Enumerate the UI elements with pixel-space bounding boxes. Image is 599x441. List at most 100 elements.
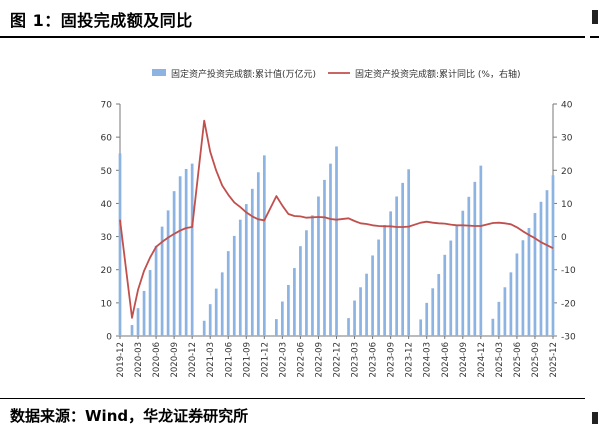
figure-title: 图 1：固投完成额及同比 [10,11,193,30]
left-tick-label: 20 [101,266,113,276]
bar [323,179,326,336]
legend-line-label: 固定资产投资完成额:累计同比 (%，右轴) [355,68,520,80]
bar [545,190,549,336]
right-tick-label: 40 [561,101,573,111]
title-rule [0,36,585,38]
yoy-line [119,119,554,319]
right-axis-ticks: -30 -20 -10 0 10 20 30 40 [553,101,576,343]
bar [317,196,320,336]
x-tick-label: 2024-03 [423,342,433,378]
bar [347,318,350,336]
bar [449,240,453,336]
left-tick-label: 0 [106,333,112,343]
bar [202,320,206,336]
data-source: 数据来源：Wind，华龙证券研究所 [10,407,249,425]
source-rule [0,398,585,399]
legend-bar-swatch [152,69,166,76]
bar [311,215,314,336]
bar [467,196,471,336]
bar [353,300,356,336]
x-tick-label: 2025-09 [531,342,541,378]
bar [509,272,513,336]
x-tick-label: 2021-03 [206,342,216,378]
bar [142,290,146,336]
x-tick-label: 2020-03 [134,342,144,378]
left-tick-label: 30 [101,233,113,243]
x-tick-label: 2022-03 [278,342,288,378]
x-tick-label: 2023-09 [387,342,397,378]
bar [118,153,122,336]
left-tick-label: 50 [101,167,113,177]
x-tick-label: 2023-03 [351,342,361,378]
x-axis-ticks: 2019-12 2020-03 2020-06 2020-09 2020-12 2021-… [116,336,559,378]
bar [256,172,260,336]
bar [401,182,405,336]
right-tick-label: 10 [561,200,573,210]
bar [208,304,212,336]
bar [226,251,230,336]
right-tick-label: -10 [561,266,576,276]
bar [491,318,495,336]
bar [299,246,302,336]
bar [533,213,537,336]
x-tick-label: 2025-03 [495,342,505,378]
bar [329,163,332,336]
bar [293,268,296,336]
bar [371,255,374,336]
bar [160,226,164,336]
x-tick-label: 2024-09 [459,342,469,378]
left-tick-label: 70 [101,101,113,111]
left-tick-label: 10 [101,299,113,309]
bar [335,146,338,336]
right-tick-label: 20 [561,167,573,177]
bar [425,302,429,336]
x-tick-label: 2020-06 [152,342,162,378]
right-tick-label: 0 [561,233,567,243]
bar [232,235,236,336]
x-tick-label: 2024-06 [441,342,451,378]
line-series [119,119,554,319]
bar [190,163,194,336]
right-tick-label: -20 [561,299,576,309]
bar [365,273,368,336]
bar [503,287,507,336]
right-page-edge [590,0,599,441]
bar [551,175,555,336]
bar [455,224,459,336]
x-tick-label: 2025-12 [549,342,559,378]
bar [130,325,134,336]
bar [172,191,176,336]
bar [154,245,158,336]
bar [166,210,170,336]
bar [389,211,392,336]
bar [377,239,380,336]
x-tick-label: 2022-09 [314,342,324,378]
bar [262,155,266,336]
bar [238,219,242,336]
x-tick-label: 2022-12 [333,342,343,378]
bar [383,224,386,336]
x-tick-label: 2025-06 [513,342,523,378]
bar [479,165,483,336]
bar [178,176,182,336]
cut-off-text-top [592,10,598,24]
x-tick-label: 2021-06 [224,342,234,378]
bar [136,308,140,336]
bar [419,319,423,336]
bar [305,230,308,336]
bar [244,204,248,336]
x-tick-label: 2023-12 [405,342,415,378]
cut-off-rule [590,36,599,38]
bar [359,287,362,336]
x-tick-label: 2024-12 [477,342,487,378]
bar [395,196,398,336]
x-tick-label: 2021-09 [242,342,252,378]
left-tick-label: 40 [101,200,113,210]
bar [443,254,447,336]
x-tick-label: 2020-12 [188,342,198,378]
right-tick-label: -30 [561,333,576,343]
bar [497,301,501,336]
bar [281,301,284,336]
chart-legend: 固定资产投资完成额:累计值(万亿元) 固定资产投资完成额:累计同比 (%，右轴) [152,68,520,80]
